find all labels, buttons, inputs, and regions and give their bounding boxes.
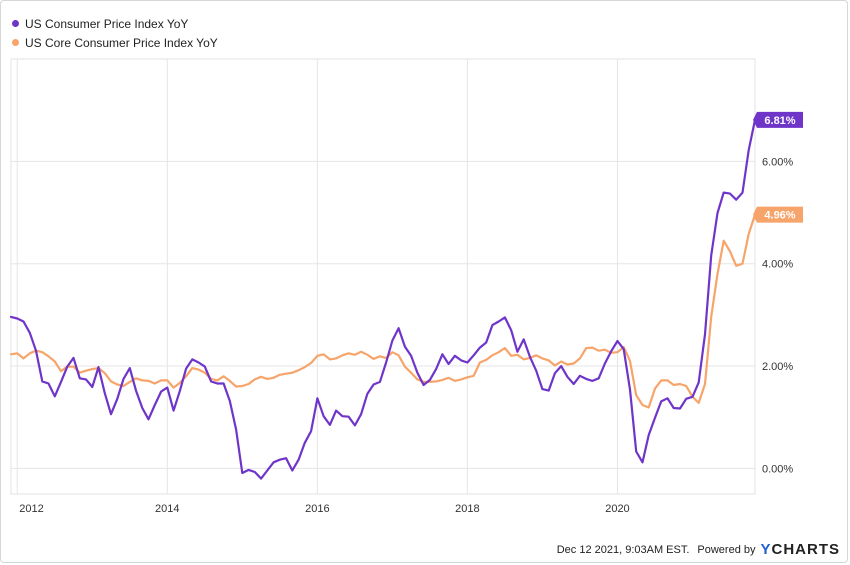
x-tick-label: 2014 [155, 503, 179, 515]
y-tick-label: 2.00% [762, 361, 793, 373]
end-value-badge-core-cpi [753, 206, 803, 223]
legend-dot-cpi [12, 20, 19, 27]
timestamp: Dec 12 2021, 9:03AM EST. [556, 543, 690, 556]
x-tick-label: 2018 [455, 503, 479, 515]
powered-by-label: Powered by [697, 543, 756, 556]
y-tick-label: 6.00% [762, 156, 793, 168]
legend-label-core-cpi: US Core Consumer Price Index YoY [25, 35, 218, 50]
series-line-cpi [9, 118, 757, 480]
end-value-badge-cpi [753, 111, 803, 128]
legend-item-core-cpi[interactable]: US Core Consumer Price Index YoY [12, 33, 218, 52]
end-value-label-core-cpi: 4.96% [764, 210, 795, 222]
end-value-label-cpi: 6.81% [764, 115, 795, 127]
footer: Dec 12 2021, 9:03AM EST. Powered by Y CH… [557, 541, 840, 558]
legend-dot-core-cpi [12, 39, 19, 46]
ycharts-logo[interactable]: Y CHARTS [760, 541, 840, 558]
y-tick-label: 4.00% [762, 259, 793, 271]
legend-label-cpi: US Consumer Price Index YoY [25, 16, 189, 31]
series-line-core-cpi [9, 213, 757, 409]
x-tick-label: 2020 [605, 503, 629, 515]
legend-item-cpi[interactable]: US Consumer Price Index YoY [12, 14, 218, 33]
x-tick-label: 2012 [19, 503, 43, 515]
brand-y: Y [760, 541, 772, 558]
legend: US Consumer Price Index YoY US Core Cons… [12, 14, 218, 52]
plot-area [10, 58, 756, 495]
x-tick-label: 2016 [305, 503, 329, 515]
brand-rest: CHARTS [771, 541, 840, 558]
y-tick-label: 0.00% [762, 463, 793, 475]
